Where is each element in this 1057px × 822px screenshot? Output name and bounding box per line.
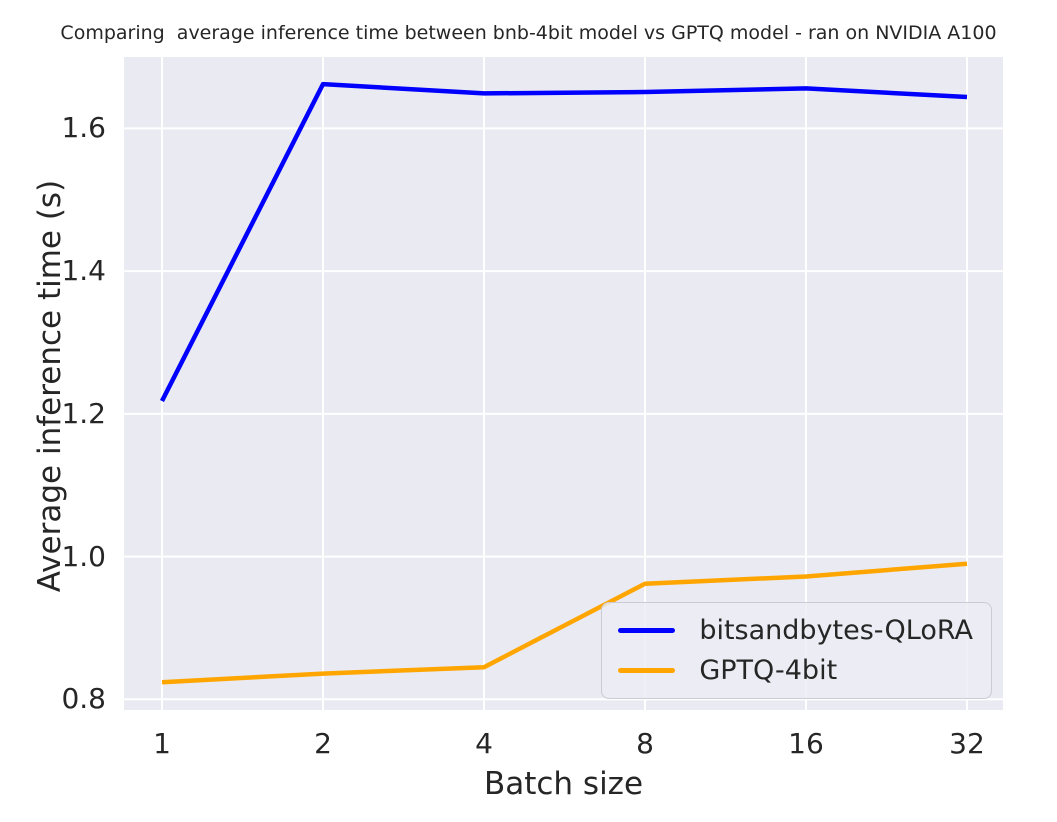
legend-line-sample <box>618 668 676 673</box>
legend-line-sample <box>618 628 676 633</box>
y-axis-label: Average inference time (s) <box>32 179 68 593</box>
y-tick-label: 1.4 <box>61 254 106 288</box>
y-tick-label: 1.2 <box>61 396 106 430</box>
x-tick-label: 1 <box>153 727 171 760</box>
legend-item: bitsandbytes-QLoRA <box>618 615 973 646</box>
axes-background <box>124 57 1003 710</box>
gridlines <box>124 57 1003 710</box>
legend-label: bitsandbytes-QLoRA <box>699 615 973 646</box>
x-tick-label: 8 <box>636 727 654 760</box>
x-tick-label: 4 <box>475 727 493 760</box>
legend-item: GPTQ-4bit <box>618 655 973 686</box>
y-tick-label: 0.8 <box>61 682 106 716</box>
plot-svg <box>124 57 1003 710</box>
series-line-bitsandbytes-QLoRA <box>159 81 968 403</box>
x-axis-label: Batch size <box>483 766 644 802</box>
x-tick-label: 32 <box>949 727 985 760</box>
legend-label: GPTQ-4bit <box>699 655 838 686</box>
legend: bitsandbytes-QLoRA GPTQ-4bit <box>601 602 992 699</box>
series-line-GPTQ-4bit <box>161 561 968 685</box>
plot-area: bitsandbytes-QLoRA GPTQ-4bit <box>124 57 1003 710</box>
y-tick-label: 1.6 <box>61 111 106 145</box>
x-tick-label: 16 <box>788 727 824 760</box>
y-tick-label: 1.0 <box>61 539 106 573</box>
x-tick-label: 2 <box>314 727 332 760</box>
chart-title: Comparing average inference time between… <box>60 22 997 44</box>
